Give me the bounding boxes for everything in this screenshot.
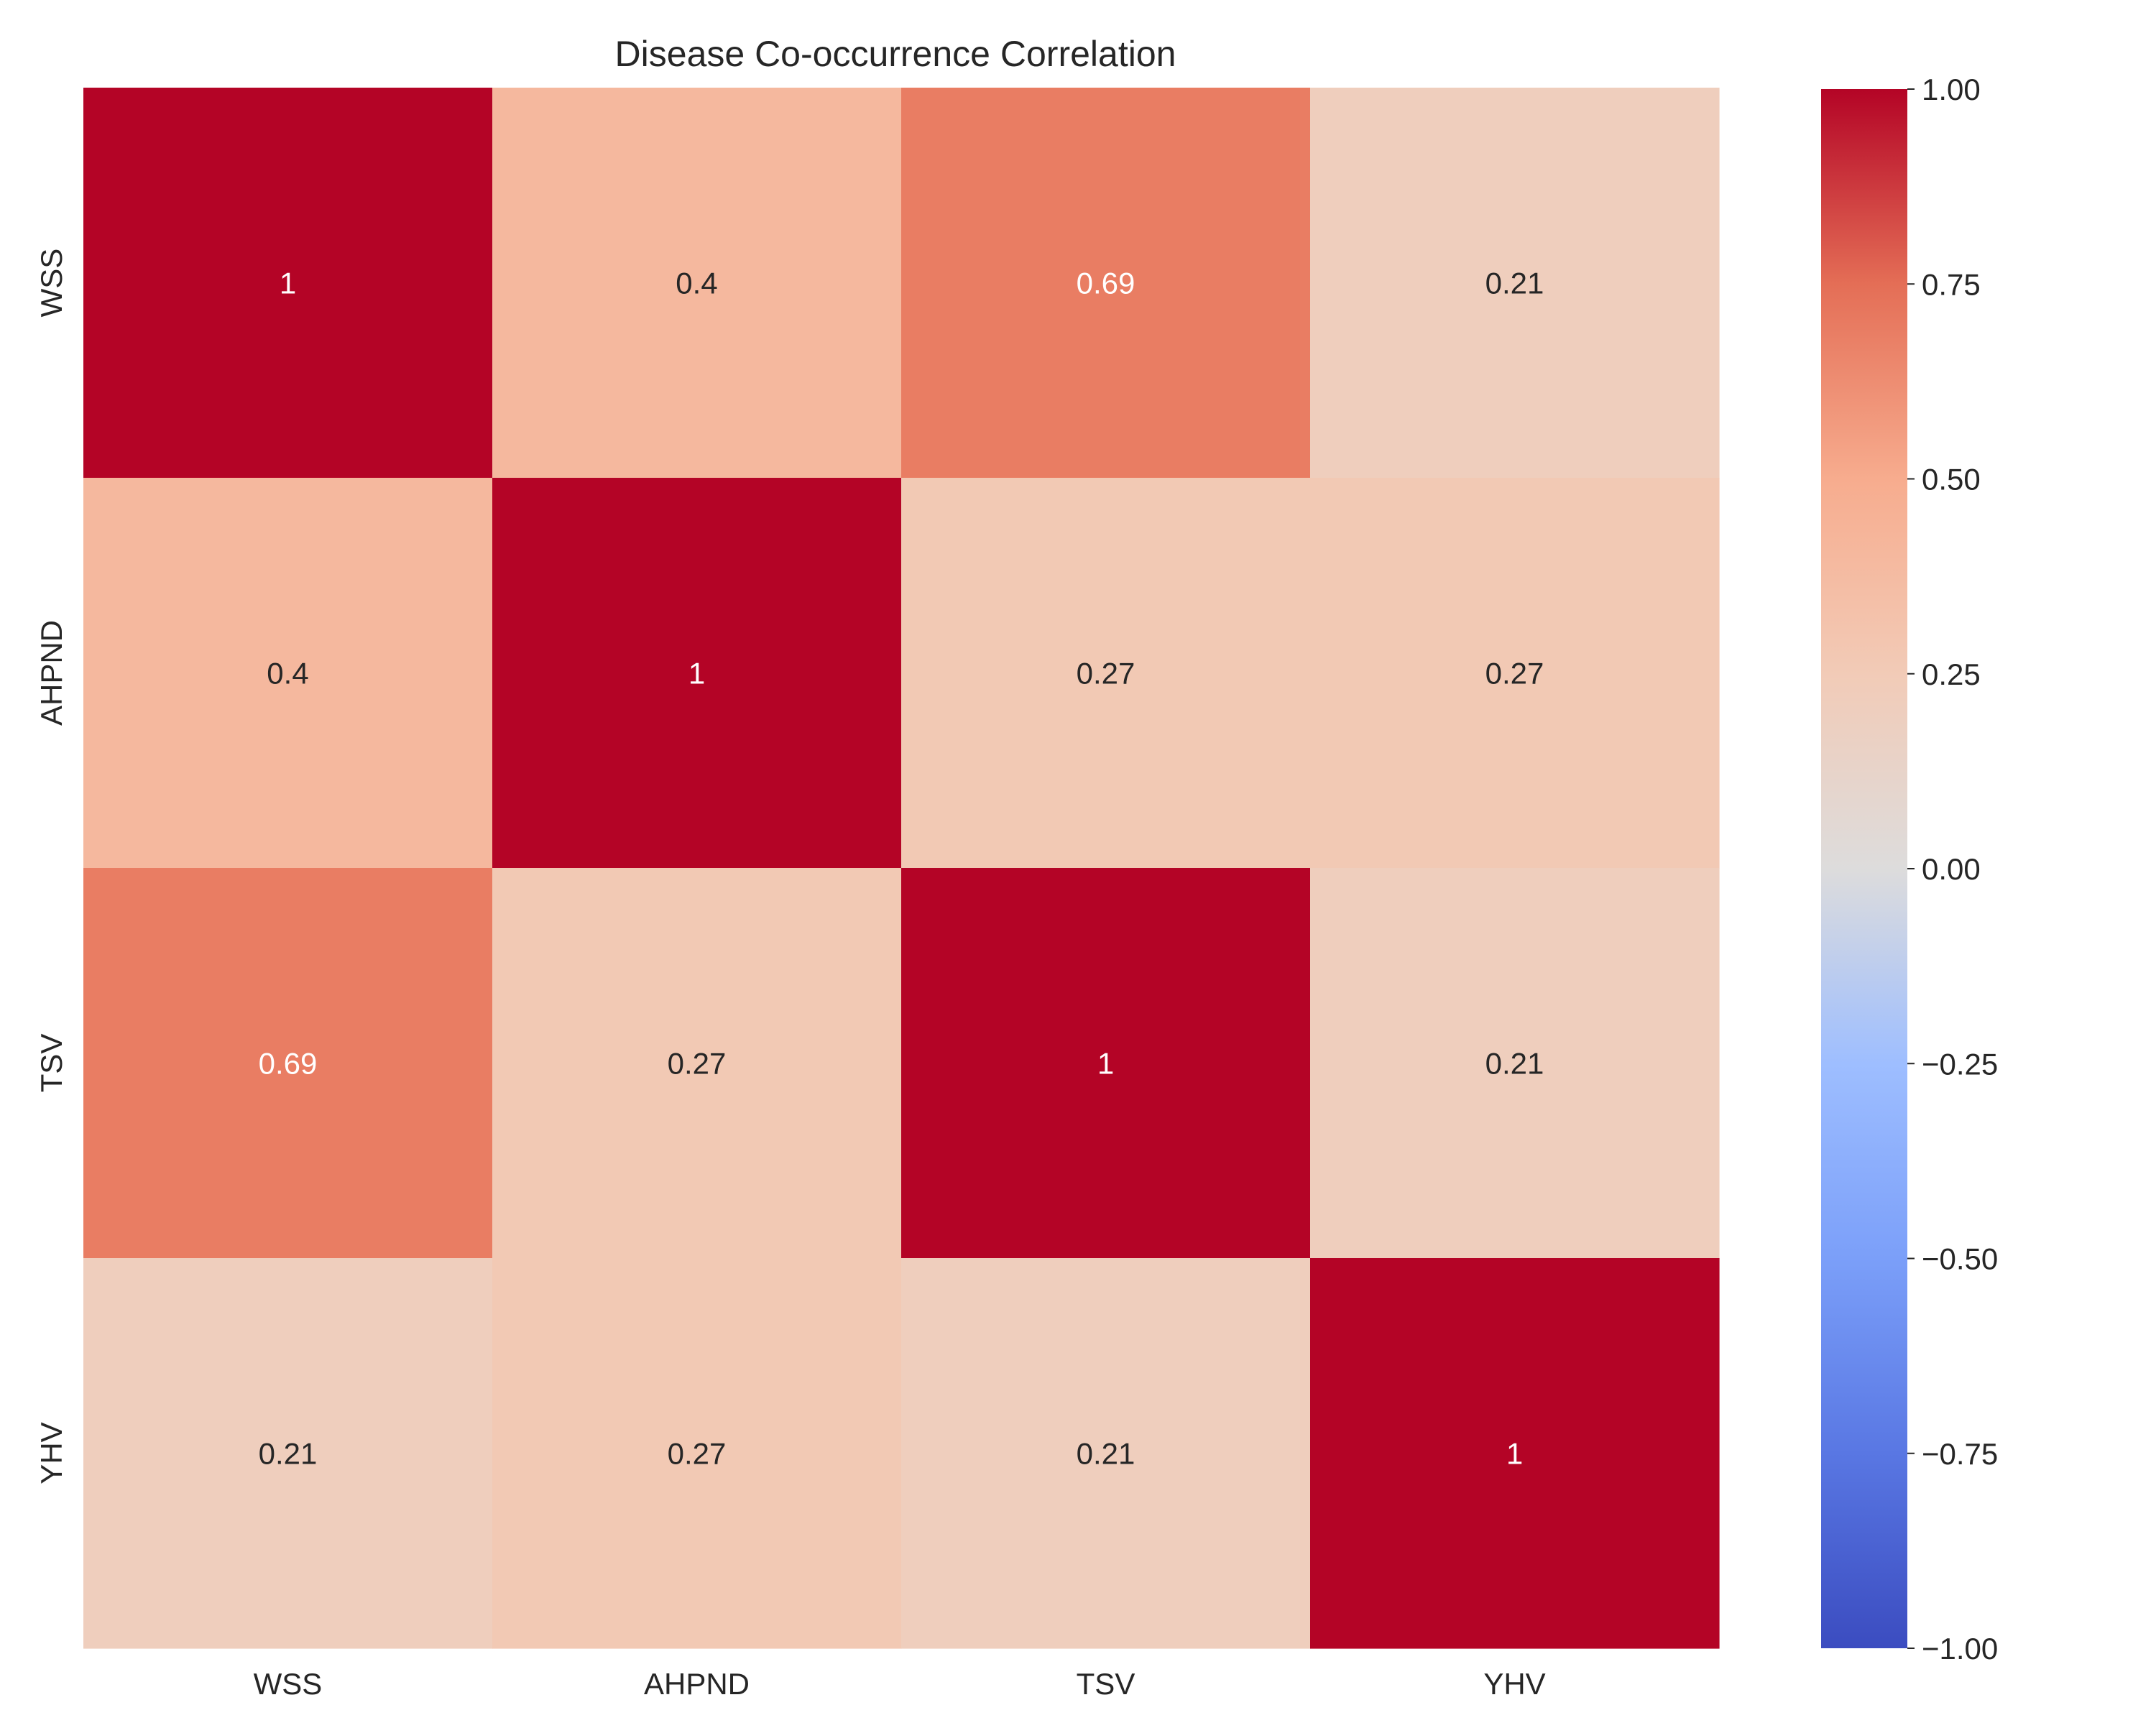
colorbar-tick-label: 0.25 (1922, 657, 1981, 691)
colorbar-tick-label: −1.00 (1922, 1632, 1998, 1665)
heatmap-cell-wss-yhv (1310, 88, 1720, 479)
cell-value-label: 1 (280, 267, 296, 300)
cell-value-label: 0.69 (259, 1047, 318, 1081)
x-axis-tick-labels: WSS AHPND TSV YHV (254, 1667, 1546, 1701)
colorbar-tick-label: −0.25 (1922, 1047, 1998, 1081)
cell-value-label: 0.69 (1077, 267, 1135, 300)
colorbar-tick-label: 0.75 (1922, 267, 1981, 301)
x-tick-label-wss: WSS (254, 1667, 323, 1701)
heatmap-cell-yhv-yhv (1310, 1258, 1720, 1649)
heatmap-cell-ahpnd-tsv (901, 478, 1311, 869)
cell-value-label: 0.4 (267, 657, 308, 690)
y-tick-label-tsv: TSV (34, 1034, 68, 1093)
heatmap-cell-yhv-tsv (901, 1258, 1311, 1649)
cell-value-label: 0.27 (668, 1437, 727, 1471)
heatmap-cell-wss-ahpnd (492, 88, 902, 479)
colorbar-tick-label: −0.50 (1922, 1242, 1998, 1276)
cell-value-label: 0.27 (1485, 657, 1544, 690)
cell-value-label: 1 (1506, 1437, 1523, 1471)
cell-value-label: 0.21 (259, 1437, 318, 1471)
heatmap-cell-wss-tsv (901, 88, 1311, 479)
y-tick-label-yhv: YHV (34, 1422, 68, 1484)
chart-title: Disease Co-occurrence Correlation (615, 34, 1176, 74)
heatmap-cell-ahpnd-ahpnd (492, 478, 902, 869)
colorbar-tick-label: 0.50 (1922, 463, 1981, 496)
heatmap-cell-ahpnd-yhv (1310, 478, 1720, 869)
cell-value-label: 1 (688, 657, 705, 690)
cell-value-label: 0.4 (676, 267, 717, 300)
heatmap-cell-yhv-wss (83, 1258, 493, 1649)
colorbar-tick-label: −0.75 (1922, 1437, 1998, 1471)
cell-value-label: 0.21 (1077, 1437, 1135, 1471)
colorbar-tick-label: 0.00 (1922, 852, 1981, 886)
cell-value-label: 0.21 (1485, 267, 1544, 300)
heatmap-cell-tsv-tsv (901, 868, 1311, 1259)
cell-value-label: 0.21 (1485, 1047, 1544, 1081)
heatmap-cells (83, 88, 1720, 1649)
colorbar: 1.00 0.75 0.50 0.25 0.00 −0.25 −0.50 −0.75 −1.00 (1821, 73, 1998, 1665)
x-tick-label-ahpnd: AHPND (644, 1667, 750, 1701)
heatmap-cell-tsv-yhv (1310, 868, 1720, 1259)
cell-value-label: 1 (1097, 1047, 1114, 1081)
cell-value-label: 0.27 (668, 1047, 727, 1081)
colorbar-gradient (1821, 89, 1907, 1648)
colorbar-tick-label: 1.00 (1922, 73, 1981, 106)
heatmap-cell-tsv-ahpnd (492, 868, 902, 1259)
y-tick-label-wss: WSS (34, 249, 68, 318)
x-tick-label-tsv: TSV (1077, 1667, 1135, 1701)
cell-value-label: 0.27 (1077, 657, 1135, 690)
y-axis-tick-labels: WSS AHPND TSV YHV (34, 249, 68, 1484)
x-tick-label-yhv: YHV (1483, 1667, 1545, 1701)
y-tick-label-ahpnd: AHPND (34, 620, 68, 726)
heatmap-cell-yhv-ahpnd (492, 1258, 902, 1649)
heatmap-value-labels: 1 0.4 0.69 0.21 0.4 1 0.27 0.27 0.69 0.27 1 0.21 0.2… (259, 267, 1544, 1471)
heatmap-cell-tsv-wss (83, 868, 493, 1259)
heatmap-cell-ahpnd-wss (83, 478, 493, 869)
heatmap-cell-wss-wss (83, 88, 493, 479)
